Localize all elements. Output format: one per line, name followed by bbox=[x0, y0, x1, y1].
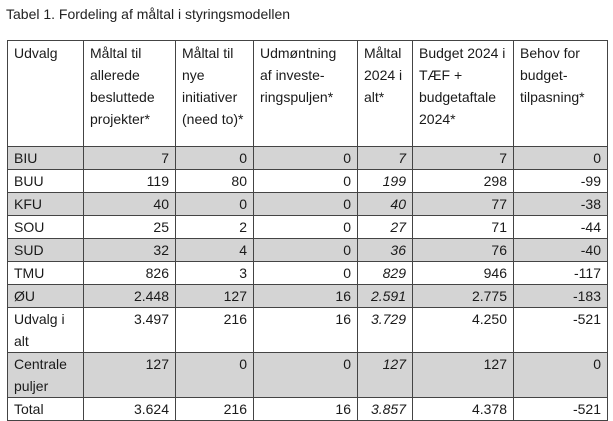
table-cell: 0 bbox=[253, 192, 358, 216]
table-cell: -521 bbox=[513, 307, 608, 353]
row-label: KFU bbox=[7, 192, 84, 216]
table-row: ØU 2.448 127 16 2.591 2.775 -183 bbox=[7, 284, 608, 308]
table-cell: -183 bbox=[513, 284, 608, 308]
table-cell: 4.378 bbox=[412, 397, 514, 421]
row-label: TMU bbox=[7, 261, 84, 285]
table-cell: 298 bbox=[412, 169, 514, 193]
table-cell: 16 bbox=[253, 307, 358, 353]
table-row: SOU 25 2 0 27 71 -44 bbox=[7, 215, 608, 239]
table-cell: -38 bbox=[513, 192, 608, 216]
table-row: SUD 32 4 0 36 76 -40 bbox=[7, 238, 608, 262]
table-cell: 3.729 bbox=[357, 307, 413, 353]
table-cell: 0 bbox=[175, 146, 254, 170]
table-cell: 829 bbox=[357, 261, 413, 285]
table-cell: 40 bbox=[83, 192, 176, 216]
row-label: BIU bbox=[7, 146, 84, 170]
table-row: BIU 7 0 0 7 7 0 bbox=[7, 146, 608, 170]
table-cell: 0 bbox=[175, 192, 254, 216]
table-cell: 2.448 bbox=[83, 284, 176, 308]
table-cell: 7 bbox=[412, 146, 514, 170]
table-cell: 3 bbox=[175, 261, 254, 285]
table-cell: 4.250 bbox=[412, 307, 514, 353]
table-cell: -117 bbox=[513, 261, 608, 285]
row-label: Centrale puljer bbox=[7, 352, 84, 398]
table-cell: 32 bbox=[83, 238, 176, 262]
table-cell: 3.624 bbox=[83, 397, 176, 421]
table-cell: 27 bbox=[357, 215, 413, 239]
table-cell: 7 bbox=[357, 146, 413, 170]
table-cell: 119 bbox=[83, 169, 176, 193]
header-udmontning: Udmøntning af investe-ringspuljen* bbox=[253, 40, 358, 147]
table-cell: 0 bbox=[175, 352, 254, 398]
table-cell: 3.857 bbox=[357, 397, 413, 421]
table-cell: 2.591 bbox=[357, 284, 413, 308]
table-cell: 7 bbox=[83, 146, 176, 170]
table-cell: 0 bbox=[513, 352, 608, 398]
table-cell: 826 bbox=[83, 261, 176, 285]
table-row: Udvalg i alt 3.497 216 16 3.729 4.250 -5… bbox=[7, 307, 608, 353]
header-budget: Budget 2024 i TÆF + budgetaftale 2024* bbox=[412, 40, 514, 147]
table-cell: 127 bbox=[83, 352, 176, 398]
table-row: BUU 119 80 0 199 298 -99 bbox=[7, 169, 608, 193]
table-cell: 80 bbox=[175, 169, 254, 193]
table-cell: 216 bbox=[175, 397, 254, 421]
table-cell: 2.775 bbox=[412, 284, 514, 308]
header-maltal-besluttede: Måltal til allerede besluttede projekter… bbox=[83, 40, 176, 147]
table-cell: 0 bbox=[513, 146, 608, 170]
header-udvalg: Udvalg bbox=[7, 40, 84, 147]
table-cell: -521 bbox=[513, 397, 608, 421]
table-cell: 0 bbox=[253, 352, 358, 398]
table-cell: -40 bbox=[513, 238, 608, 262]
table-cell: 36 bbox=[357, 238, 413, 262]
table-cell: 2 bbox=[175, 215, 254, 239]
table-cell: 3.497 bbox=[83, 307, 176, 353]
table-row: Centrale puljer 127 0 0 127 127 0 bbox=[7, 352, 608, 398]
table-cell: 77 bbox=[412, 192, 514, 216]
table-cell: 127 bbox=[412, 352, 514, 398]
table-row: TMU 826 3 0 829 946 -117 bbox=[7, 261, 608, 285]
table-cell: 25 bbox=[83, 215, 176, 239]
table-cell: 216 bbox=[175, 307, 254, 353]
header-row: Udvalg Måltal til allerede besluttede pr… bbox=[7, 40, 608, 147]
row-label: SUD bbox=[7, 238, 84, 262]
row-label: Total bbox=[7, 397, 84, 421]
header-maltal-nye: Måltal til nye initiativer (need to)* bbox=[175, 40, 254, 147]
table-cell: 127 bbox=[175, 284, 254, 308]
table-cell: -99 bbox=[513, 169, 608, 193]
header-maltal-i-alt: Måltal 2024 i alt* bbox=[357, 40, 413, 147]
table-cell: 127 bbox=[357, 352, 413, 398]
table-cell: 71 bbox=[412, 215, 514, 239]
table-cell: 946 bbox=[412, 261, 514, 285]
table-cell: 40 bbox=[357, 192, 413, 216]
table-row: KFU 40 0 0 40 77 -38 bbox=[7, 192, 608, 216]
table-cell: 199 bbox=[357, 169, 413, 193]
table-cell: 0 bbox=[253, 169, 358, 193]
data-table: Udvalg Måltal til allerede besluttede pr… bbox=[7, 40, 608, 421]
row-label: SOU bbox=[7, 215, 84, 239]
table-cell: 76 bbox=[412, 238, 514, 262]
row-label: ØU bbox=[7, 284, 84, 308]
row-label: BUU bbox=[7, 169, 84, 193]
table-cell: 0 bbox=[253, 146, 358, 170]
table-cell: 16 bbox=[253, 284, 358, 308]
row-label: Udvalg i alt bbox=[7, 307, 84, 353]
table-cell: 0 bbox=[253, 238, 358, 262]
table-row: Total 3.624 216 16 3.857 4.378 -521 bbox=[7, 397, 608, 421]
table-cell: 0 bbox=[253, 215, 358, 239]
table-cell: 16 bbox=[253, 397, 358, 421]
table-cell: -44 bbox=[513, 215, 608, 239]
header-behov: Behov for budget-tilpasning* bbox=[513, 40, 608, 147]
table-caption: Tabel 1. Fordeling af måltal i styringsm… bbox=[6, 6, 291, 22]
table-cell: 4 bbox=[175, 238, 254, 262]
table-cell: 0 bbox=[253, 261, 358, 285]
